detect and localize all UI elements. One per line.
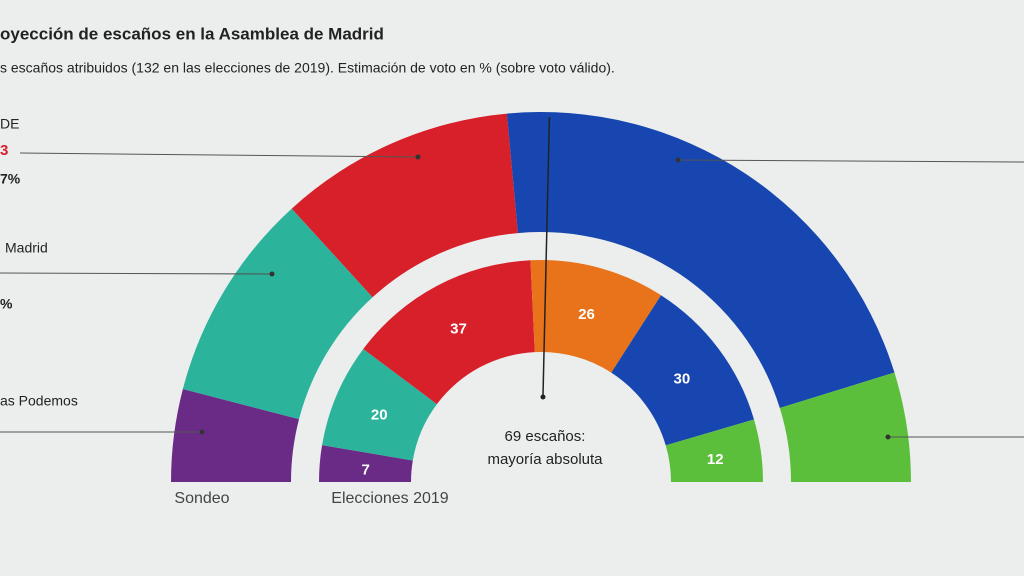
value-label: 20 [371, 407, 388, 424]
seat-segment [506, 112, 895, 409]
leader-line [19, 152, 419, 158]
annotation: 3 [0, 142, 8, 159]
seat-segment [322, 348, 437, 461]
seat-segment [665, 419, 763, 482]
seat-segment [530, 260, 662, 373]
annotation: 7% [0, 171, 21, 187]
leader-line [677, 159, 1024, 163]
seat-segment [779, 372, 911, 482]
value-label: 26 [578, 306, 595, 323]
annotation: DE [0, 116, 19, 132]
annotation: as Podemos [0, 393, 78, 409]
seat-segment [182, 208, 373, 420]
annotation: Madrid [5, 240, 48, 256]
chart-title: oyección de escaños en la Asamblea de Ma… [0, 24, 384, 43]
value-label: 12 [707, 451, 724, 468]
chart-subtitle: s escaños atribuidos (132 en las eleccio… [0, 60, 615, 76]
seat-segment [291, 113, 518, 298]
value-label: 30 [674, 370, 691, 387]
majority-label: mayoría absoluta [487, 451, 603, 468]
majority-dot [540, 394, 546, 400]
leader-dots [199, 154, 891, 440]
leader-line [0, 272, 273, 275]
majority-label: 69 escaños: [505, 428, 586, 445]
seat-segment [611, 295, 755, 446]
value-label: 37 [450, 321, 467, 338]
ring-label: Elecciones 2019 [331, 490, 449, 507]
seat-segment [319, 445, 413, 482]
seat-segment [171, 388, 300, 482]
seat-segment [363, 260, 535, 405]
ring-label: Sondeo [174, 490, 229, 507]
rings: 7 20 37 26 30 12 [171, 112, 911, 482]
annotation: % [0, 296, 13, 312]
majority-line [542, 117, 551, 398]
value-label: 7 [361, 461, 369, 478]
